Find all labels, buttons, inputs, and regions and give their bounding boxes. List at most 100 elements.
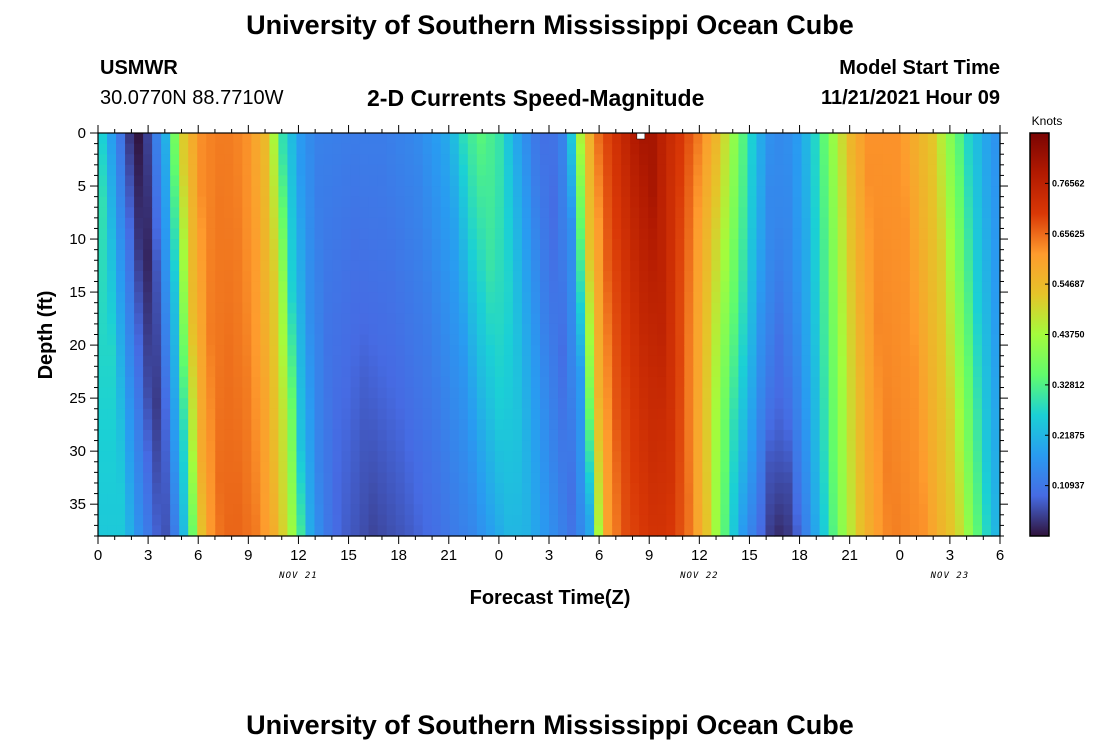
heatmap-cell — [278, 323, 289, 336]
heatmap-cell — [828, 504, 839, 516]
heatmap-cell — [206, 175, 216, 187]
heatmap-cell — [323, 249, 334, 261]
heatmap-cell — [576, 217, 586, 230]
heatmap-cell — [918, 493, 929, 505]
heatmap-cell — [567, 408, 577, 420]
heatmap-cell — [503, 302, 514, 314]
heatmap-cell — [576, 143, 586, 155]
heatmap-cell — [792, 482, 803, 495]
heatmap-cell — [855, 355, 866, 367]
heatmap-cell — [539, 196, 550, 208]
heatmap-cell — [287, 292, 298, 304]
heatmap-cell — [594, 207, 604, 219]
heatmap-cell — [801, 345, 812, 357]
heatmap-cell — [197, 387, 207, 399]
heatmap-cell — [864, 175, 875, 187]
heatmap-cell — [314, 228, 325, 240]
heatmap-cell — [612, 387, 622, 399]
heatmap-cell — [819, 270, 830, 283]
heatmap-cell — [792, 451, 803, 463]
heatmap-cell — [675, 504, 685, 516]
heatmap-cell — [783, 313, 794, 325]
heatmap-cell — [702, 323, 712, 336]
heatmap-cell — [134, 408, 144, 420]
heatmap-cell — [449, 345, 460, 357]
heatmap-cell — [756, 525, 767, 537]
heatmap-cell — [729, 239, 740, 251]
heatmap-cell — [954, 376, 965, 389]
heatmap-cell — [936, 514, 947, 526]
heatmap-cell — [350, 260, 361, 272]
heatmap-cell — [350, 451, 361, 463]
heatmap-cell — [675, 472, 685, 484]
heatmap-cell — [449, 366, 460, 378]
heatmap-cell — [567, 217, 577, 230]
heatmap-cell — [558, 143, 568, 155]
heatmap-cell — [341, 451, 352, 463]
heatmap-cell — [603, 164, 613, 177]
heatmap-cell — [386, 186, 397, 198]
heatmap-cell — [711, 366, 721, 378]
heatmap-cell — [792, 472, 803, 484]
heatmap-cell — [539, 239, 550, 251]
heatmap-cell — [945, 376, 956, 389]
heatmap-cell — [774, 260, 785, 272]
heatmap-cell — [936, 345, 947, 357]
heatmap-cell — [738, 504, 749, 516]
heatmap-cell — [350, 525, 361, 537]
heatmap-cell — [116, 281, 126, 293]
heatmap-cell — [621, 323, 631, 336]
heatmap-cell — [404, 164, 415, 177]
heatmap-cell — [197, 408, 207, 420]
heatmap-cell — [476, 514, 487, 526]
heatmap-cell — [530, 228, 541, 240]
heatmap-cell — [512, 313, 523, 325]
heatmap-cell — [287, 186, 298, 198]
heatmap-cell — [413, 387, 424, 399]
heatmap-cell — [440, 154, 451, 166]
heatmap-cell — [188, 472, 198, 484]
heatmap-cell — [603, 292, 613, 304]
heatmap-cell — [810, 196, 821, 208]
heatmap-cell — [521, 366, 532, 378]
heatmap-cell — [909, 482, 920, 495]
heatmap-cell — [891, 154, 902, 166]
heatmap-cell — [431, 504, 442, 516]
heatmap-cell — [603, 302, 613, 314]
heatmap-cell — [179, 355, 189, 367]
heatmap-cell — [530, 451, 541, 463]
heatmap-cell — [287, 366, 298, 378]
heatmap-cell — [711, 313, 721, 325]
heatmap-cell — [891, 313, 902, 325]
heatmap-cell — [530, 366, 541, 378]
heatmap-cell — [98, 345, 108, 357]
heatmap-cell — [954, 270, 965, 283]
heatmap-cell — [251, 440, 261, 452]
heatmap-cell — [188, 408, 198, 420]
heatmap-cell — [521, 334, 532, 346]
heatmap-cell — [585, 133, 595, 145]
heatmap-cell — [359, 334, 370, 346]
heatmap-cell — [900, 239, 911, 251]
heatmap-cell — [891, 249, 902, 261]
heatmap-cell — [855, 270, 866, 283]
heatmap-cell — [521, 323, 532, 336]
heatmap-cell — [639, 175, 649, 187]
heatmap-cell — [549, 376, 559, 389]
heatmap-cell — [567, 504, 577, 516]
heatmap-cell — [152, 334, 162, 346]
heatmap-cell — [972, 387, 983, 399]
heatmap-cell — [359, 514, 370, 526]
heatmap-cell — [125, 143, 135, 155]
heatmap-cell — [900, 387, 911, 399]
heatmap-cell — [440, 408, 451, 420]
heatmap-cell — [819, 334, 830, 346]
y-tick-label: 35 — [69, 496, 86, 513]
heatmap-cell — [467, 472, 478, 484]
heatmap-cell — [161, 429, 171, 442]
heatmap-cell — [612, 440, 622, 452]
heatmap-cell — [927, 323, 938, 336]
heatmap-cell — [567, 334, 577, 346]
heatmap-cell — [567, 345, 577, 357]
